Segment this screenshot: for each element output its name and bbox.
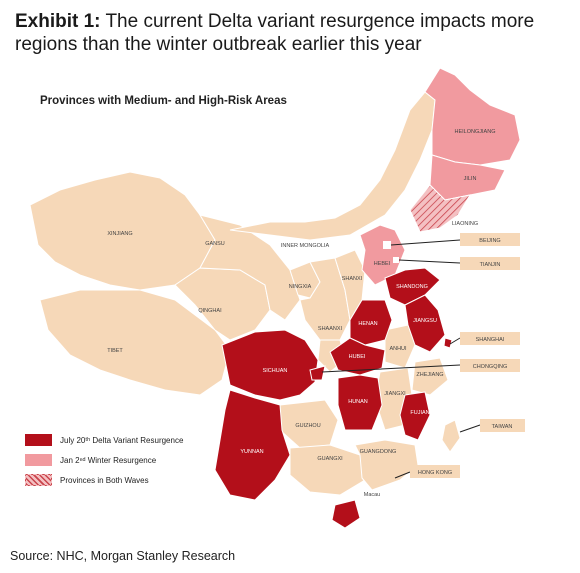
label-heilongjiang: HEILONGJIANG: [455, 129, 496, 135]
legend-swatch-delta: [25, 434, 52, 446]
legend-item-winter: Jan 2ⁿᵈ Winter Resurgence: [25, 450, 183, 470]
province-guangdong: [354, 439, 419, 491]
label-jiangxi: JIANGXI: [384, 391, 406, 397]
beijing-marker: [383, 241, 391, 249]
label-shaanxi: SHAANXI: [318, 326, 343, 332]
label-guizhou: GUIZHOU: [295, 423, 320, 429]
province-gansu: [198, 214, 301, 321]
province-liaoning: [409, 184, 472, 233]
province-yunnan: [214, 389, 291, 501]
label-yunnan: YUNNAN: [240, 449, 263, 455]
legend: July 20ᵗʰ Delta Variant Resurgence Jan 2…: [25, 430, 183, 490]
callout-hong-kong: HONG KONG: [418, 470, 452, 476]
map-title: Provinces with Medium- and High-Risk Are…: [40, 95, 287, 107]
tianjin-marker: [393, 257, 399, 263]
region-chongqing-delta: [309, 365, 326, 381]
exhibit-title: Exhibit 1: The current Delta variant res…: [15, 10, 565, 56]
label-macau: Macau: [364, 492, 381, 498]
label-zhejiang: ZHEJIANG: [416, 372, 443, 378]
province-hainan: [331, 499, 361, 529]
exhibit-label: Exhibit 1:: [15, 11, 101, 32]
label-hubei: HUBEI: [349, 354, 366, 360]
label-xinjiang: XINJIANG: [107, 231, 132, 237]
legend-swatch-both: [25, 474, 52, 486]
label-henan: HENAN: [358, 321, 377, 327]
label-qinghai: QINGHAI: [198, 308, 222, 314]
label-hebei: HEBEI: [374, 261, 391, 267]
label-hunan: HUNAN: [348, 399, 368, 405]
province-shandong: [384, 267, 441, 306]
legend-label-delta: July 20ᵗʰ Delta Variant Resurgence: [60, 435, 184, 445]
label-shandong: SHANDONG: [396, 284, 428, 290]
label-guangxi: GUANGXI: [317, 456, 343, 462]
province-hunan: [337, 374, 383, 431]
province-tibet: [39, 289, 231, 396]
callout-tianjin: TIANJIN: [480, 262, 501, 268]
source-note: Source: NHC, Morgan Stanley Research: [10, 549, 236, 563]
label-ningxia: NINGXIA: [289, 284, 312, 290]
label-jilin: JILIN: [464, 176, 477, 182]
province-jiangsu: [404, 294, 446, 353]
callout-beijing: BEIJING: [479, 238, 500, 244]
province-anhui: [384, 324, 416, 369]
region-shanghai: [443, 337, 453, 349]
label-fujian: FUJIAN: [410, 410, 429, 416]
province-inner-mongolia: [229, 91, 436, 241]
legend-label-winter: Jan 2ⁿᵈ Winter Resurgence: [60, 455, 157, 465]
exhibit-text: The current Delta variant resurgence imp…: [15, 11, 535, 55]
legend-swatch-winter: [25, 454, 52, 466]
callout-chongqing: CHONGQING: [473, 364, 508, 370]
label-jiangsu: JIANGSU: [413, 318, 437, 324]
province-heilongjiang: [424, 67, 521, 166]
island-taiwan: [441, 419, 461, 453]
legend-item-both: Provinces in Both Waves: [25, 470, 183, 490]
label-guangdong: GUANGDONG: [360, 449, 397, 455]
province-fujian: [399, 391, 431, 441]
label-anhui: ANHUI: [389, 346, 407, 352]
label-liaoning: LIAONING: [452, 221, 478, 227]
legend-label-both: Provinces in Both Waves: [60, 475, 149, 485]
province-guangxi: [289, 444, 366, 496]
label-inner-mongolia: INNER MONGOLIA: [281, 243, 330, 249]
label-sichuan: SICHUAN: [263, 368, 288, 374]
callout-shanghai: SHANGHAI: [476, 337, 505, 343]
province-sichuan: [221, 329, 319, 401]
label-gansu: GANSU: [205, 241, 225, 247]
callout-taiwan: TAIWAN: [492, 424, 513, 430]
legend-item-delta: July 20ᵗʰ Delta Variant Resurgence: [25, 430, 183, 450]
label-shanxi: SHANXI: [342, 276, 363, 282]
label-tibet: TIBET: [107, 348, 123, 354]
